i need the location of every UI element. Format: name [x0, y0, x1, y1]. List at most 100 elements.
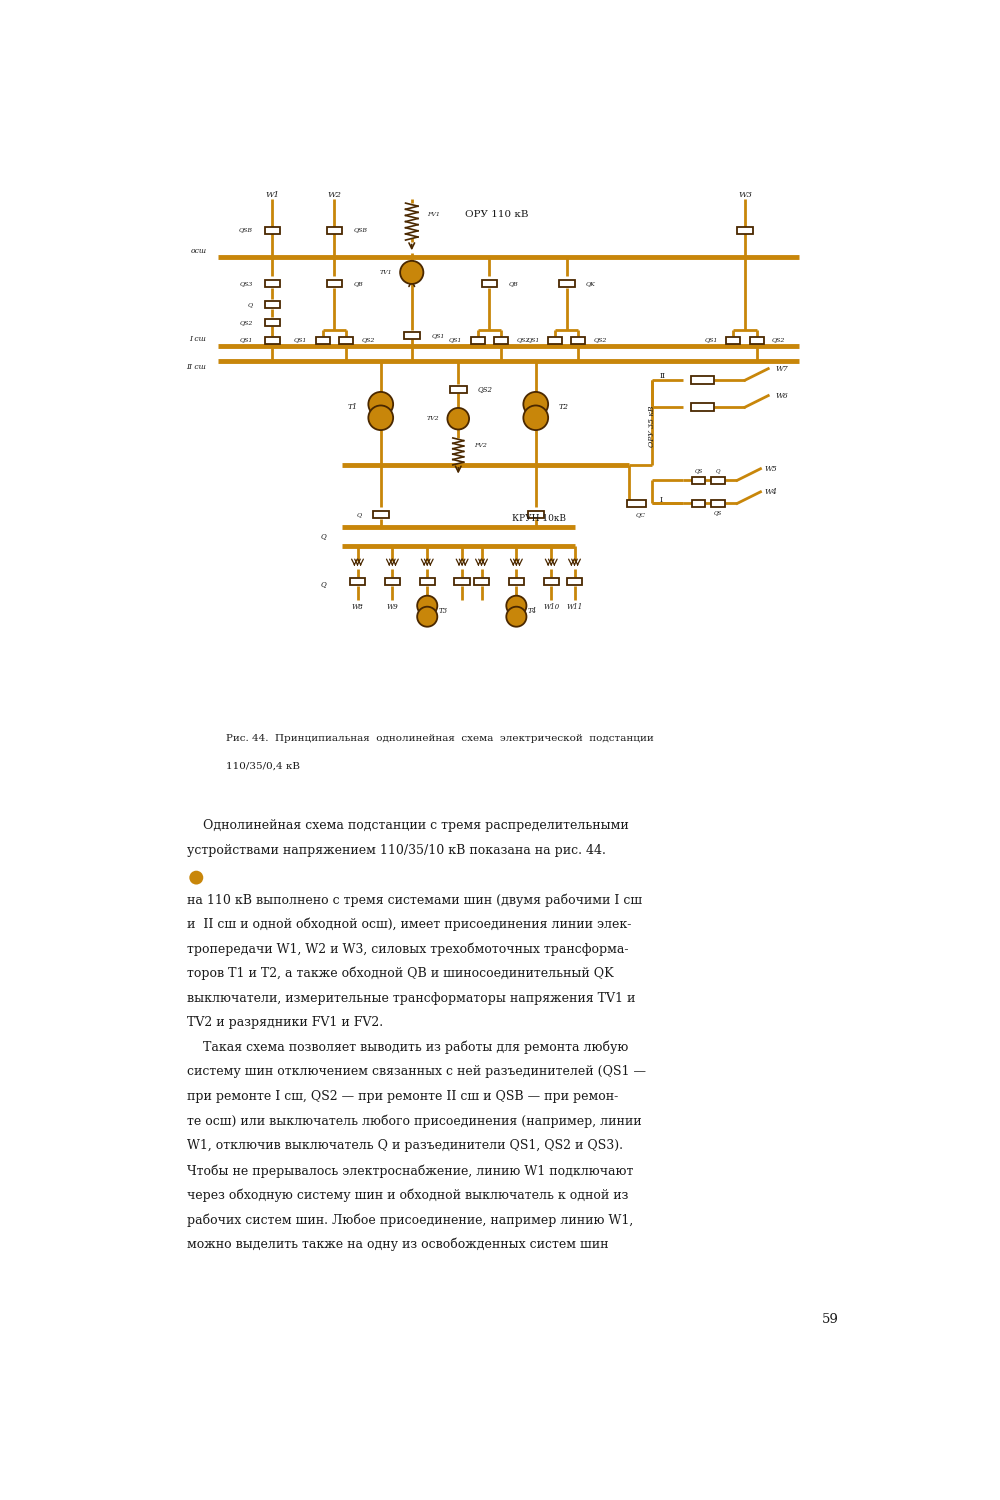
Text: W3: W3: [738, 192, 752, 200]
Text: осш: осш: [190, 248, 206, 255]
Text: W4: W4: [764, 488, 777, 496]
Text: W1: W1: [265, 192, 279, 200]
Bar: [544, 579, 559, 585]
Bar: [494, 336, 508, 344]
Text: T2: T2: [559, 404, 569, 411]
Text: TV1: TV1: [380, 270, 392, 274]
Text: W6: W6: [776, 392, 789, 399]
Circle shape: [189, 870, 203, 885]
Text: Q: Q: [356, 513, 361, 517]
Text: тропередачи W1, W2 и W3, силовых трехобмоточных трансформа-: тропередачи W1, W2 и W3, силовых трехобм…: [187, 942, 629, 956]
Text: QS2: QS2: [361, 338, 375, 342]
Text: I: I: [660, 495, 663, 504]
Text: QS2: QS2: [772, 338, 786, 342]
Text: торов T1 и T2, а также обходной QB и шиносоединительный QK: торов T1 и T2, а также обходной QB и шин…: [187, 968, 614, 981]
Bar: [474, 579, 489, 585]
Bar: [350, 579, 365, 585]
Text: через обходную систему шин и обходной выключатель к одной из: через обходную систему шин и обходной вы…: [187, 1188, 628, 1202]
Text: QB: QB: [509, 282, 518, 286]
Bar: [711, 477, 725, 484]
Text: FV1: FV1: [427, 211, 440, 217]
Text: QSB: QSB: [239, 228, 253, 232]
Text: W1, отключив выключатель Q и разъединители QS1, QS2 и QS3).: W1, отключив выключатель Q и разъедините…: [187, 1140, 623, 1152]
Circle shape: [368, 405, 393, 430]
Text: QC: QC: [635, 513, 645, 517]
Text: выключатели, измерительные трансформаторы напряжения TV1 и: выключатели, измерительные трансформатор…: [187, 992, 635, 1005]
Bar: [326, 280, 342, 288]
Text: QS2: QS2: [516, 338, 530, 342]
Circle shape: [447, 408, 469, 429]
Text: W11: W11: [566, 603, 583, 612]
Circle shape: [506, 596, 526, 615]
Text: Такая схема позволяет выводить из работы для ремонта любую: Такая схема позволяет выводить из работы…: [187, 1041, 628, 1054]
Text: QS1: QS1: [449, 338, 462, 342]
Text: W9: W9: [386, 603, 398, 612]
Bar: [482, 280, 497, 288]
Bar: [385, 579, 400, 585]
Bar: [691, 376, 714, 384]
Circle shape: [368, 392, 393, 417]
Bar: [264, 226, 280, 234]
Bar: [711, 500, 725, 507]
Bar: [264, 320, 280, 326]
Bar: [692, 500, 705, 507]
Bar: [316, 336, 330, 344]
Text: T3: T3: [438, 608, 447, 615]
Bar: [404, 332, 420, 339]
Circle shape: [417, 606, 437, 627]
Text: II сш: II сш: [186, 363, 206, 370]
Text: Чтобы не прерывалось электроснабжение, линию W1 подключают: Чтобы не прерывалось электроснабжение, л…: [187, 1164, 633, 1178]
Bar: [548, 336, 562, 344]
Text: FV2: FV2: [474, 442, 487, 448]
Text: при ремонте I сш, QS2 — при ремонте II сш и QSB — при ремон-: при ремонте I сш, QS2 — при ремонте II с…: [187, 1090, 618, 1102]
Bar: [692, 477, 705, 484]
Text: W7: W7: [776, 364, 789, 372]
Bar: [509, 579, 524, 585]
Text: и  II сш и одной обходной осш), имеет присоединения линии элек-: и II сш и одной обходной осш), имеет при…: [187, 918, 631, 932]
Text: Q: Q: [321, 532, 326, 540]
Bar: [627, 500, 646, 507]
Text: Рис. 44.  Принципиальная  однолинейная  схема  электрической  подстанции: Рис. 44. Принципиальная однолинейная схе…: [226, 735, 654, 744]
Bar: [326, 226, 342, 234]
Text: T1: T1: [348, 404, 358, 411]
Circle shape: [417, 596, 437, 615]
Text: QSB: QSB: [354, 228, 368, 232]
Text: рабочих систем шин. Любое присоединение, например линию W1,: рабочих систем шин. Любое присоединение,…: [187, 1214, 633, 1227]
Text: на 110 кВ выполнено с тремя системами шин (двумя рабочими I сш: на 110 кВ выполнено с тремя системами ши…: [187, 892, 642, 906]
Bar: [471, 336, 485, 344]
Bar: [420, 579, 435, 585]
Text: 110/35/0,4 кВ: 110/35/0,4 кВ: [226, 762, 300, 771]
Bar: [559, 280, 574, 288]
Text: T4: T4: [527, 608, 536, 615]
Text: QB: QB: [354, 282, 363, 286]
Text: QS3: QS3: [240, 282, 253, 286]
Text: QS2: QS2: [240, 320, 253, 326]
Text: II: II: [660, 372, 666, 381]
Bar: [264, 302, 280, 307]
Circle shape: [523, 392, 548, 417]
Text: QS: QS: [714, 510, 722, 515]
Text: QS2: QS2: [594, 338, 607, 342]
Text: QS1: QS1: [431, 333, 444, 338]
Bar: [264, 336, 280, 344]
Text: QS1: QS1: [526, 338, 540, 342]
Text: ОРУ 35 кВ: ОРУ 35 кВ: [648, 405, 656, 447]
Text: TV2: TV2: [426, 416, 439, 422]
Text: QS2: QS2: [478, 386, 493, 393]
Text: QS1: QS1: [240, 338, 253, 342]
Text: те осш) или выключатель любого присоединения (например, линии: те осш) или выключатель любого присоедин…: [187, 1114, 642, 1128]
Text: W2: W2: [327, 192, 341, 200]
Circle shape: [506, 606, 526, 627]
Text: QK: QK: [586, 282, 596, 286]
Text: Однолинейная схема подстанции с тремя распределительными: Однолинейная схема подстанции с тремя ра…: [187, 819, 629, 833]
Text: КРУН 10кВ: КРУН 10кВ: [512, 514, 566, 523]
Bar: [567, 579, 582, 585]
Bar: [737, 226, 753, 234]
Circle shape: [400, 261, 423, 284]
Text: Q: Q: [716, 468, 720, 474]
Bar: [450, 386, 467, 393]
Text: 59: 59: [822, 1312, 839, 1326]
Text: можно выделить также на одну из освобожденных систем шин: можно выделить также на одну из освобожд…: [187, 1238, 608, 1251]
Text: устройствами напряжением 110/35/10 кВ показана на рис. 44.: устройствами напряжением 110/35/10 кВ по…: [187, 843, 606, 856]
Text: QS1: QS1: [704, 338, 718, 342]
